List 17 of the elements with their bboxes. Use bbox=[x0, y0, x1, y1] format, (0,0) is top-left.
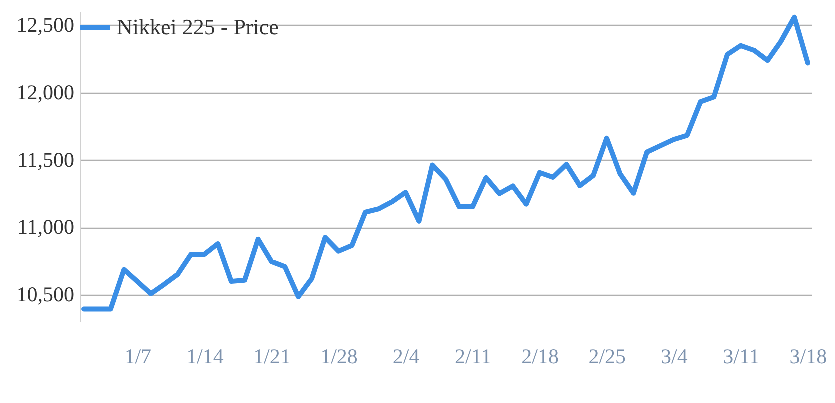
x-tick-label: 2/18 bbox=[522, 344, 560, 368]
y-tick-label: 11,000 bbox=[18, 215, 74, 240]
legend-label: Nikkei 225 - Price bbox=[117, 14, 279, 40]
x-tick-label: 2/25 bbox=[588, 344, 626, 368]
y-tick-label: 10,500 bbox=[16, 282, 74, 307]
x-tick-label: 3/18 bbox=[790, 344, 828, 368]
x-tick-label: 1/7 bbox=[124, 344, 152, 368]
x-tick-label: 2/4 bbox=[392, 344, 420, 368]
y-tick-label: 12,000 bbox=[16, 80, 74, 104]
x-tick-label: 1/28 bbox=[320, 344, 358, 368]
y-tick-label: 11,500 bbox=[18, 148, 74, 172]
x-tick-label: 3/4 bbox=[660, 344, 688, 368]
x-tick-label: 1/14 bbox=[186, 344, 224, 368]
x-tick-label: 2/11 bbox=[455, 344, 492, 368]
x-tick-label: 3/11 bbox=[723, 344, 760, 368]
y-tick-label: 12,500 bbox=[16, 12, 74, 37]
x-tick-label: 1/21 bbox=[254, 344, 291, 368]
